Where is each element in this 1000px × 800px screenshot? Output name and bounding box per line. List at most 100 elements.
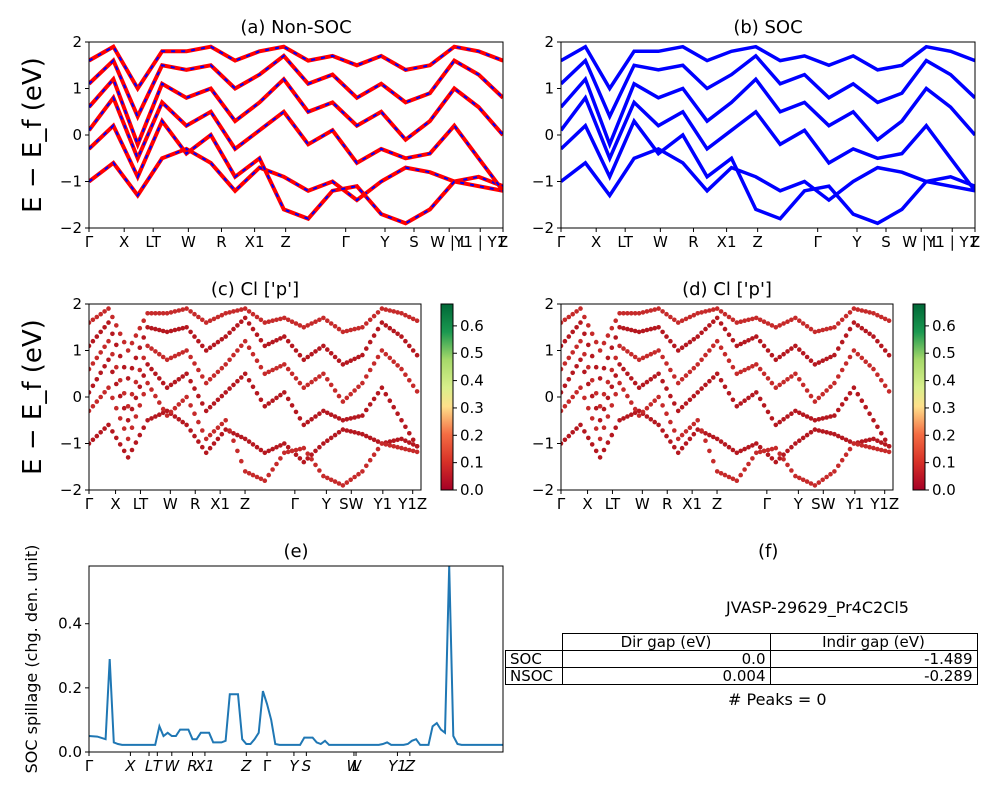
band-point <box>812 399 818 404</box>
band-point <box>375 310 381 315</box>
panel-d-ytick-label: 0 <box>544 388 554 406</box>
band-point <box>586 364 591 370</box>
band-point <box>711 375 716 380</box>
band-line-dashed <box>89 77 503 148</box>
panel-f-title: (f) <box>758 541 779 562</box>
band-point <box>379 306 385 311</box>
band-point <box>734 404 740 409</box>
band-point <box>297 323 303 328</box>
band-point <box>106 357 111 363</box>
band-point <box>94 377 100 382</box>
band-point <box>282 334 287 339</box>
band-point <box>200 428 205 433</box>
band-point <box>207 432 213 438</box>
band-point <box>566 377 572 382</box>
panel-a-ytick-label: 0 <box>72 126 82 144</box>
band-point <box>757 317 763 323</box>
band-point <box>847 446 853 452</box>
band-point <box>726 474 732 480</box>
band-point <box>863 404 868 410</box>
band-point <box>274 317 279 323</box>
band-point <box>668 367 673 373</box>
band-point <box>403 312 408 318</box>
band-point <box>375 354 381 360</box>
band-point <box>235 323 240 328</box>
band-point <box>196 314 201 320</box>
band-point <box>769 456 775 461</box>
band-point <box>313 414 318 419</box>
band-point <box>125 436 131 442</box>
band-point <box>605 379 611 385</box>
colorbar-tick-label: 0.4 <box>932 372 956 390</box>
band-point <box>137 367 143 373</box>
band-point <box>664 411 669 417</box>
band-point <box>855 442 861 447</box>
panel-e-xtick-label: X1 <box>194 757 215 775</box>
colorbar-tick-label: 0.2 <box>932 426 956 444</box>
band-point <box>672 444 677 450</box>
band-point <box>636 413 642 418</box>
band-point <box>375 446 381 452</box>
band-point <box>593 391 599 396</box>
band-point <box>601 447 607 453</box>
band-point <box>356 384 361 390</box>
band-point <box>157 327 162 333</box>
band-point <box>129 406 135 412</box>
band-point <box>871 334 876 339</box>
band-point <box>672 401 677 406</box>
band-point <box>648 402 654 407</box>
colorbar-tick-label: 0.1 <box>460 454 484 472</box>
band-point <box>843 452 849 458</box>
band-point <box>601 406 607 412</box>
band-point <box>102 325 107 330</box>
band-point <box>321 473 326 479</box>
band-point <box>137 325 143 331</box>
band-point <box>293 348 299 353</box>
band-point <box>176 351 182 357</box>
band-point <box>270 398 275 404</box>
band-point <box>360 431 365 437</box>
panel-b-title: (b) SOC <box>733 17 802 38</box>
band-point <box>89 343 92 349</box>
band-point <box>851 441 857 446</box>
band-point <box>246 345 252 351</box>
band-point <box>239 458 244 464</box>
band-point <box>875 338 880 344</box>
band-point <box>785 462 790 468</box>
band-point <box>695 390 700 395</box>
panel-e-xtick-label: R <box>187 757 197 775</box>
band-point <box>812 418 818 423</box>
band-point <box>340 427 346 432</box>
band-point <box>836 433 841 439</box>
panel-d-ytick-label: 1 <box>544 342 554 360</box>
panel-e-title: (e) <box>283 541 308 562</box>
band-point <box>601 391 607 397</box>
band-point <box>652 307 657 312</box>
band-point <box>364 407 369 413</box>
band-point <box>145 380 150 386</box>
band-point <box>227 386 232 391</box>
band-point <box>102 426 107 431</box>
band-point <box>196 367 201 373</box>
band-point <box>356 325 361 331</box>
band-point <box>863 328 868 334</box>
band-point <box>176 326 182 332</box>
band-point <box>356 414 361 419</box>
band-point <box>652 350 657 355</box>
band-point <box>387 355 393 361</box>
band-point <box>621 416 626 421</box>
band-point <box>561 320 564 325</box>
band-point <box>742 318 747 324</box>
panel-b-plot <box>561 44 975 226</box>
band-point <box>672 428 677 433</box>
band-point <box>336 416 342 421</box>
band-point <box>133 379 139 385</box>
band-point <box>738 369 743 375</box>
band-point <box>371 396 377 402</box>
band-point <box>114 435 119 441</box>
band-point <box>106 338 111 344</box>
band-point <box>648 377 654 382</box>
band-point <box>656 348 661 353</box>
band-point <box>340 399 346 404</box>
band-point <box>742 467 747 472</box>
